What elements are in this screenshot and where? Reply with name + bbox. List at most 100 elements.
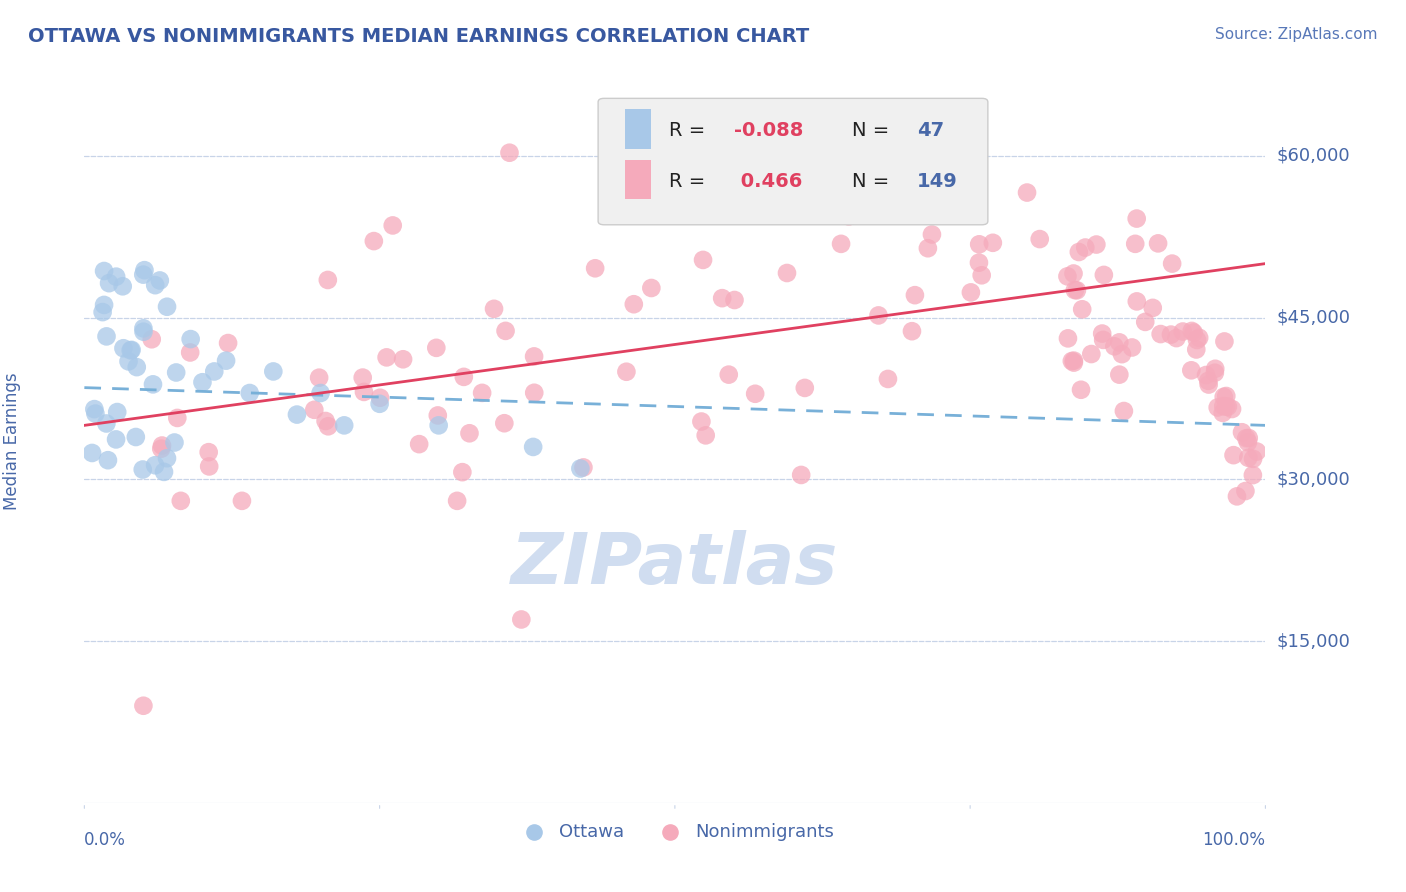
Point xyxy=(1216,400,1239,414)
Point xyxy=(1160,327,1182,342)
Point xyxy=(1241,451,1264,466)
Text: $45,000: $45,000 xyxy=(1277,309,1351,326)
Point xyxy=(142,377,165,392)
Point xyxy=(471,385,494,400)
Point xyxy=(522,440,544,454)
Point xyxy=(901,324,924,338)
Text: 0.466: 0.466 xyxy=(734,172,803,191)
Point xyxy=(132,321,155,335)
Point xyxy=(166,411,188,425)
Point xyxy=(523,385,546,400)
Point xyxy=(1230,425,1253,440)
Point xyxy=(132,268,155,282)
Point xyxy=(120,343,142,358)
Point xyxy=(1063,267,1085,281)
Text: Median Earnings: Median Earnings xyxy=(3,373,21,510)
Point xyxy=(197,445,219,459)
Point xyxy=(640,281,662,295)
Point xyxy=(1125,211,1147,226)
Point xyxy=(616,365,638,379)
Text: N =: N = xyxy=(852,172,896,191)
Point xyxy=(692,252,714,267)
Point xyxy=(308,370,330,384)
Point xyxy=(352,370,374,384)
Point xyxy=(141,332,163,346)
Text: R =: R = xyxy=(669,172,711,191)
Bar xyxy=(626,160,651,200)
Point xyxy=(368,397,391,411)
Point xyxy=(1215,389,1237,403)
Point xyxy=(1060,354,1083,368)
Point xyxy=(150,438,173,452)
Point xyxy=(451,465,474,479)
Point xyxy=(446,493,468,508)
Point xyxy=(285,408,308,422)
Point xyxy=(1234,431,1257,445)
Point xyxy=(841,157,863,171)
Point xyxy=(132,698,155,713)
Point xyxy=(1067,245,1090,260)
Point xyxy=(1126,294,1149,309)
Text: 149: 149 xyxy=(917,172,957,191)
Point xyxy=(1161,257,1184,271)
Point xyxy=(1108,368,1130,382)
Text: R =: R = xyxy=(669,121,711,140)
Point xyxy=(179,345,201,359)
Point xyxy=(793,381,815,395)
Point xyxy=(368,391,391,405)
Text: 0.0%: 0.0% xyxy=(84,830,127,848)
Point xyxy=(841,130,863,145)
Point xyxy=(498,145,520,160)
Point xyxy=(83,402,105,417)
Text: Source: ZipAtlas.com: Source: ZipAtlas.com xyxy=(1215,27,1378,42)
Point xyxy=(690,415,713,429)
Point xyxy=(215,353,238,368)
Point xyxy=(967,237,990,252)
Point xyxy=(1074,241,1097,255)
Point xyxy=(482,301,505,316)
Point xyxy=(723,293,745,307)
Point xyxy=(105,405,128,419)
Point xyxy=(180,332,202,346)
Point xyxy=(981,235,1004,250)
Point xyxy=(375,351,398,365)
Text: ZIPatlas: ZIPatlas xyxy=(512,530,838,599)
Point xyxy=(1204,361,1226,376)
Point xyxy=(1028,232,1050,246)
Point xyxy=(1226,489,1249,503)
Point xyxy=(1171,325,1194,339)
Point xyxy=(96,329,118,343)
Bar xyxy=(626,109,651,149)
Point xyxy=(165,366,187,380)
Point xyxy=(453,370,475,384)
Point xyxy=(1063,353,1085,368)
Point xyxy=(711,291,734,305)
Point xyxy=(1142,301,1164,315)
Point xyxy=(1181,324,1204,338)
Point xyxy=(93,298,115,312)
Point xyxy=(134,263,156,277)
Point xyxy=(838,210,860,224)
Text: OTTAWA VS NONIMMIGRANTS MEDIAN EARNINGS CORRELATION CHART: OTTAWA VS NONIMMIGRANTS MEDIAN EARNINGS … xyxy=(28,27,810,45)
Point xyxy=(1195,368,1218,382)
Point xyxy=(970,268,993,283)
Point xyxy=(408,437,430,451)
Point xyxy=(353,384,375,399)
Point xyxy=(143,458,166,473)
Point xyxy=(1185,333,1208,347)
Point xyxy=(695,428,717,442)
Text: -0.088: -0.088 xyxy=(734,121,803,140)
Point xyxy=(427,418,450,433)
Point xyxy=(309,386,332,401)
Point xyxy=(217,336,239,351)
Point xyxy=(170,493,193,508)
Point xyxy=(1212,390,1234,404)
Point xyxy=(917,241,939,255)
Point xyxy=(710,185,733,199)
Point xyxy=(1182,326,1205,340)
Point xyxy=(363,234,385,248)
Point xyxy=(112,341,135,355)
Point xyxy=(1213,334,1236,349)
Point xyxy=(957,194,980,209)
Point xyxy=(1188,331,1211,345)
